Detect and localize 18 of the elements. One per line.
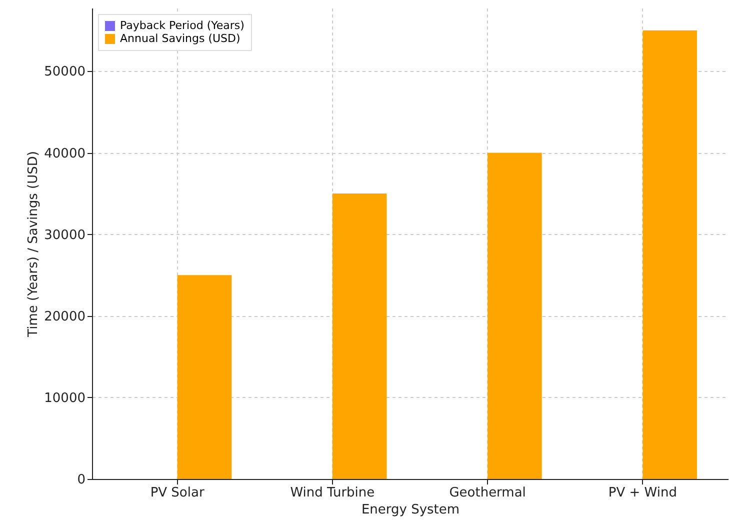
x-tick-label: PV Solar xyxy=(150,486,205,500)
x-tick-label: Wind Turbine xyxy=(290,486,375,500)
y-tick-label: 0 xyxy=(77,472,86,488)
x-tick-label: Geothermal xyxy=(449,486,526,500)
y-tick-label: 20000 xyxy=(44,309,86,324)
y-axis-title: Time (Years) / Savings (USD) xyxy=(26,151,42,338)
y-tick-label: 30000 xyxy=(44,228,86,243)
legend-label: Annual Savings (USD) xyxy=(120,32,240,45)
x-axis-title: Energy System xyxy=(361,502,460,518)
bar xyxy=(642,30,697,479)
y-tick-label: 40000 xyxy=(44,146,86,162)
bar xyxy=(177,275,232,479)
legend-label: Payback Period (Years) xyxy=(120,19,244,32)
x-tick-label: PV + Wind xyxy=(608,486,677,500)
bar xyxy=(332,194,387,479)
y-tick-label: 10000 xyxy=(44,390,86,406)
y-tick-label: 50000 xyxy=(44,64,86,80)
bar xyxy=(488,152,542,479)
